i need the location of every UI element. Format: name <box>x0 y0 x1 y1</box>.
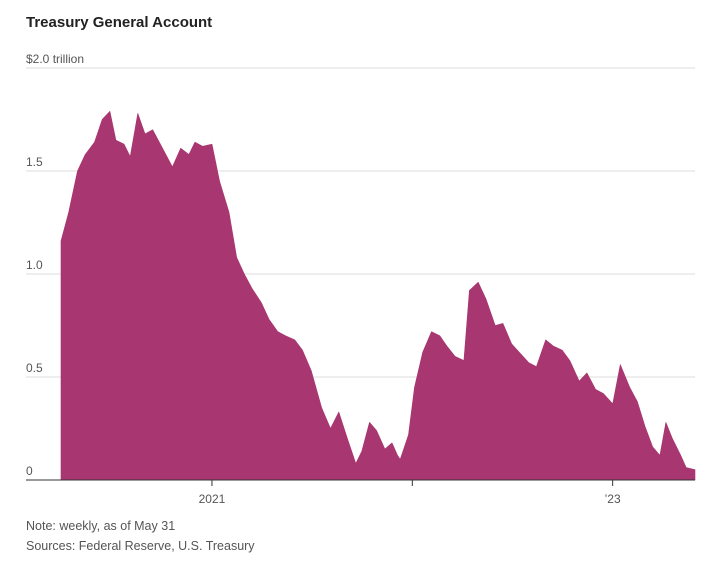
y-tick-label: 1.5 <box>26 155 43 169</box>
chart-title: Treasury General Account <box>26 14 213 31</box>
y-tick-label: 0 <box>26 464 33 478</box>
chart-note: Note: weekly, as of May 31 <box>26 519 176 533</box>
chart-sources: Sources: Federal Reserve, U.S. Treasury <box>26 539 255 553</box>
x-tick-label: ’23 <box>605 492 621 506</box>
y-tick-label: 1.0 <box>26 258 43 272</box>
y-tick-label: 0.5 <box>26 361 43 375</box>
x-tick-label: 2021 <box>199 492 226 506</box>
y-tick-label: $2.0 trillion <box>26 52 84 66</box>
tga-area-series <box>60 111 696 481</box>
